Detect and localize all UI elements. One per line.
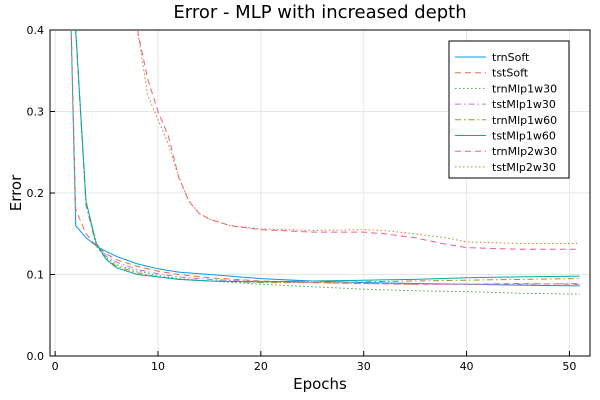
x-tick-label: 40 (460, 360, 474, 373)
legend-label-trnSoft: trnSoft (492, 51, 530, 64)
y-tick-label: 0.2 (27, 187, 45, 200)
series-line-trnSoft (70, 30, 580, 287)
legend-label-tstSoft: tstSoft (492, 67, 529, 80)
legend-label-tstMlp2w30: tstMlp2w30 (492, 161, 556, 174)
series-layer (70, 30, 580, 295)
legend-label-tstMlp1w60: tstMlp1w60 (492, 130, 556, 143)
series-line-tstMlp1w60 (75, 30, 580, 283)
legend-label-trnMlp2w30: trnMlp2w30 (492, 145, 557, 158)
x-tick-label: 50 (562, 360, 576, 373)
series-line-tstSoft (70, 30, 580, 285)
legend-label-trnMlp1w30: trnMlp1w30 (492, 82, 557, 95)
y-tick-label: 0.0 (27, 350, 45, 363)
legend-label-tstMlp1w30: tstMlp1w30 (492, 98, 556, 111)
x-tick-label: 0 (52, 360, 59, 373)
x-tick-label: 30 (357, 360, 371, 373)
x-axis-ticks: 0 10 20 30 40 50 (52, 351, 576, 373)
series-line-tstMlp2w30 (136, 30, 580, 244)
y-axis-label: Error (7, 174, 25, 211)
x-tick-label: 10 (151, 360, 165, 373)
chart-title: Error - MLP with increased depth (173, 2, 466, 23)
y-tick-label: 0.3 (27, 106, 45, 119)
y-tick-label: 0.4 (27, 24, 45, 37)
y-tick-label: 0.1 (27, 269, 45, 282)
legend: trnSoft tstSoft trnMlp1w30 tstMlp1w30 trnMlp… (448, 40, 570, 179)
legend-label-trnMlp1w60: trnMlp1w60 (492, 114, 557, 127)
x-axis-label: Epochs (293, 375, 347, 393)
legend-box (448, 40, 570, 179)
x-tick-label: 20 (254, 360, 268, 373)
y-axis-ticks: 0.0 0.1 0.2 0.3 0.4 (27, 24, 55, 363)
